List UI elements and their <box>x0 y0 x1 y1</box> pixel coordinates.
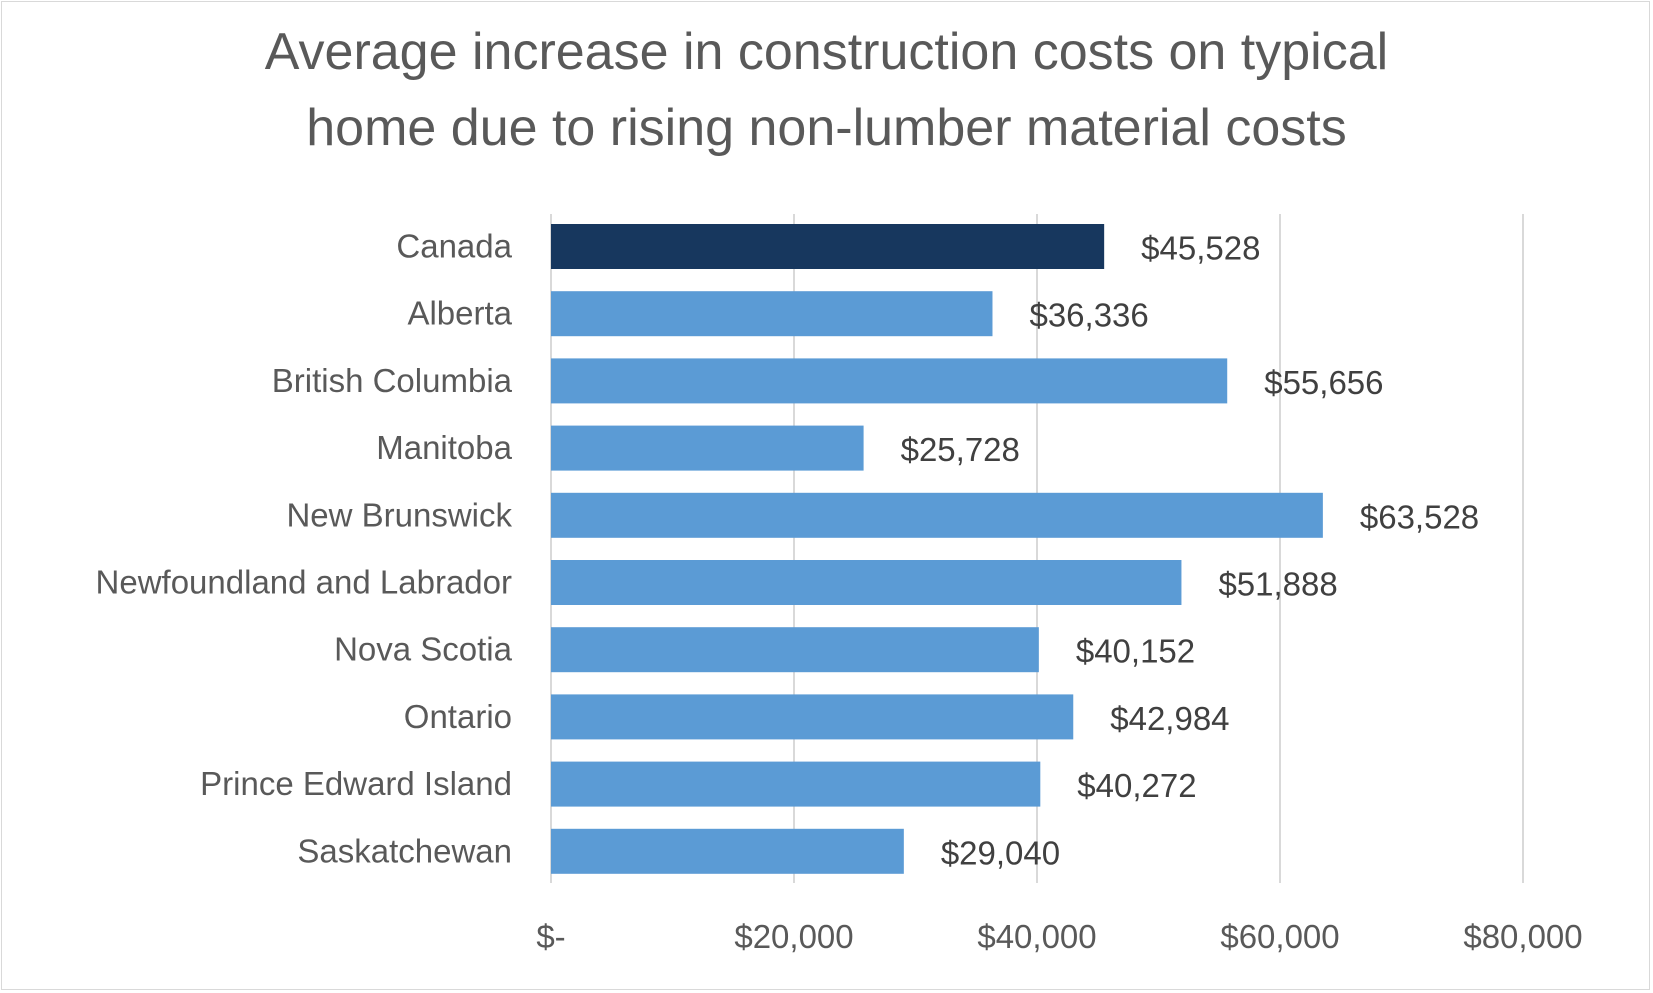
bar <box>551 291 993 337</box>
bar <box>551 492 1323 538</box>
category-label: Nova Scotia <box>334 631 513 668</box>
category-label: Manitoba <box>376 429 512 466</box>
bar <box>551 627 1039 673</box>
category-label: New Brunswick <box>286 496 512 533</box>
data-label: $25,728 <box>901 431 1020 468</box>
category-label: Ontario <box>404 698 512 735</box>
x-tick-label: $60,000 <box>1220 918 1339 955</box>
chart-title-line-2: home due to rising non-lumber material c… <box>306 99 1347 157</box>
chart-title: Average increase in construction costs o… <box>0 14 1653 166</box>
data-label: $29,040 <box>941 834 1060 871</box>
category-label: Saskatchewan <box>297 832 512 869</box>
bar <box>551 694 1074 740</box>
category-label: British Columbia <box>272 362 513 399</box>
bar <box>551 761 1041 807</box>
bar <box>551 828 904 874</box>
bar <box>551 358 1228 404</box>
bar <box>551 224 1105 269</box>
category-label: Prince Edward Island <box>200 765 512 802</box>
data-label: $36,336 <box>1029 297 1148 334</box>
x-tick-label: $80,000 <box>1463 918 1582 955</box>
chart-title-line-1: Average increase in construction costs o… <box>264 23 1389 81</box>
data-label: $51,888 <box>1218 566 1337 603</box>
x-tick-label: $20,000 <box>734 918 853 955</box>
category-label: Newfoundland and Labrador <box>96 564 512 601</box>
data-label: $40,272 <box>1077 767 1196 804</box>
data-label: $63,528 <box>1360 498 1479 535</box>
data-label: $40,152 <box>1076 633 1195 670</box>
data-label: $45,528 <box>1141 230 1260 267</box>
bar <box>551 560 1182 605</box>
x-tick-label: $40,000 <box>977 918 1096 955</box>
category-label: Canada <box>396 228 512 265</box>
category-label: Alberta <box>407 295 512 332</box>
x-tick-label: $- <box>536 918 565 955</box>
bar <box>551 425 864 471</box>
data-label: $42,984 <box>1110 700 1229 737</box>
data-label: $55,656 <box>1264 364 1383 401</box>
